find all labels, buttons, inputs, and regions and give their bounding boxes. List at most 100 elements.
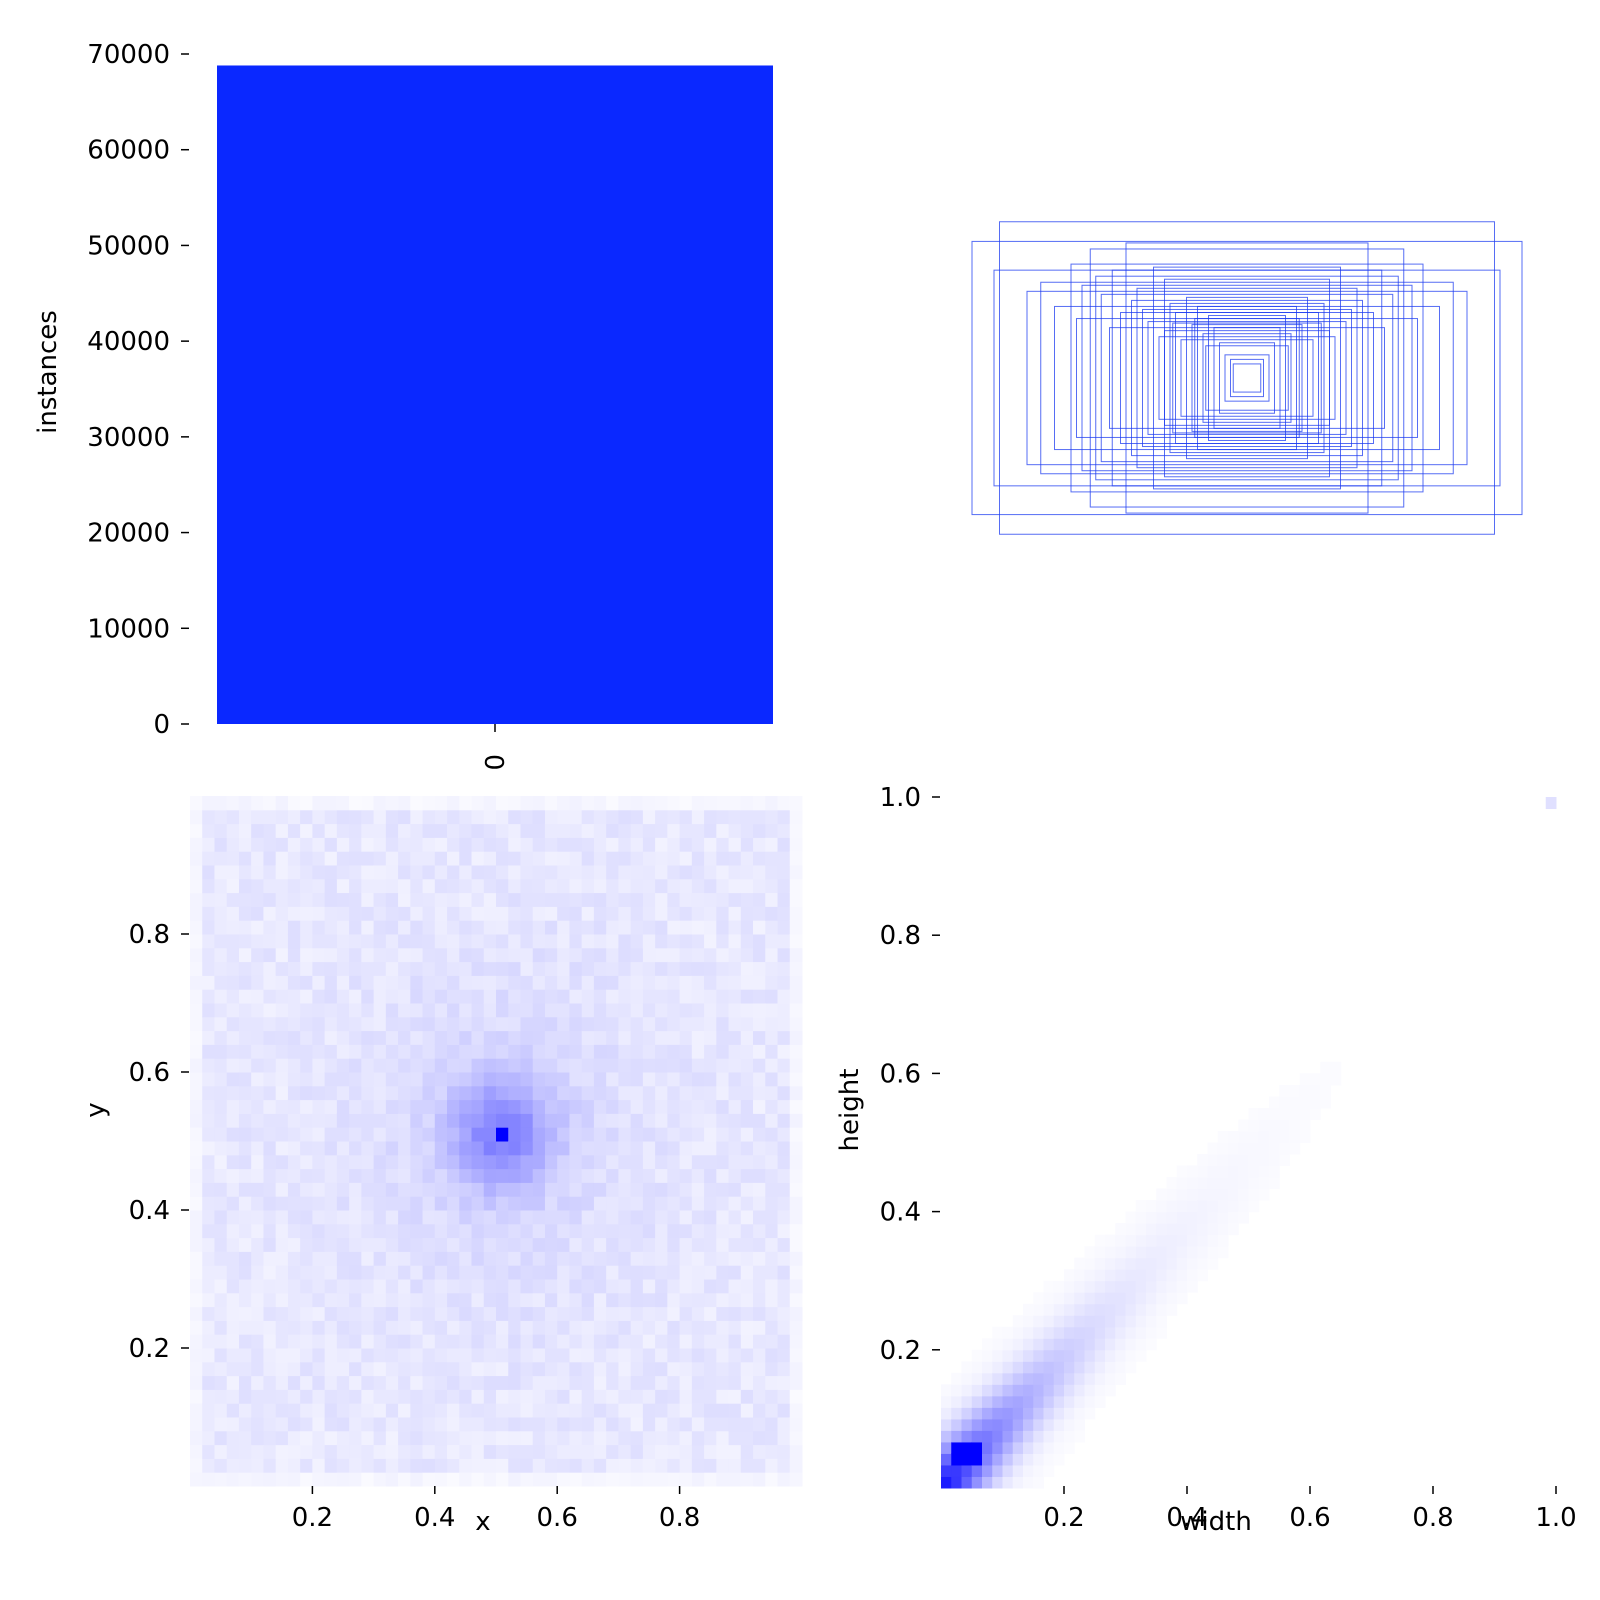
- heatmap-cell: [992, 1349, 1003, 1362]
- heatmap-cell: [765, 865, 779, 880]
- heatmap-cell: [740, 1251, 754, 1266]
- heatmap-cell: [349, 1223, 362, 1239]
- heatmap-cell: [593, 865, 607, 880]
- heatmap-cell: [765, 1279, 779, 1294]
- heatmap-cell: [618, 1003, 632, 1018]
- heatmap-cell: [1115, 1372, 1126, 1385]
- heatmap-cell: [777, 1444, 791, 1459]
- heatmap-cell: [618, 809, 632, 825]
- heatmap-cell: [398, 920, 411, 935]
- heatmap-cell: [753, 975, 766, 990]
- heatmap-cell: [483, 1044, 497, 1059]
- heatmap-cell: [349, 865, 362, 880]
- heatmap-cell: [971, 1384, 983, 1397]
- heatmap-cell: [496, 851, 509, 866]
- heatmap-cell: [520, 1196, 534, 1211]
- heatmap-cell: [287, 823, 301, 838]
- heatmap-cell: [618, 892, 632, 907]
- heatmap-cell: [655, 1306, 668, 1321]
- heatmap-cell: [777, 975, 791, 990]
- heatmap-cell: [569, 1251, 583, 1266]
- heatmap-cell: [630, 947, 644, 963]
- heatmap-cell: [728, 1113, 742, 1128]
- heatmap-cell: [532, 961, 546, 976]
- heatmap-cell: [753, 809, 766, 825]
- heatmap-cell: [349, 1417, 362, 1432]
- heatmap-cell: [324, 1058, 338, 1073]
- heatmap-cell: [251, 1348, 264, 1363]
- heatmap-cell: [398, 1196, 411, 1211]
- heatmap-cell: [398, 823, 411, 838]
- heatmap-cell: [434, 1113, 448, 1128]
- heatmap-cell: [361, 1361, 375, 1377]
- heatmap-cell: [312, 1403, 326, 1418]
- heatmap-cell: [532, 1361, 546, 1377]
- heatmap-cell: [581, 809, 595, 825]
- heatmap-cell: [667, 1016, 681, 1032]
- heatmap-cell: [520, 837, 534, 852]
- heatmap-cell: [606, 1141, 619, 1156]
- heatmap-cell: [447, 1016, 460, 1032]
- heatmap-cell: [214, 1141, 228, 1156]
- heatmap-cell: [1043, 1326, 1055, 1339]
- heatmap-cell: [716, 947, 730, 963]
- heatmap-cell: [740, 920, 754, 935]
- heatmap-cell: [483, 1292, 497, 1308]
- heatmap-cell: [336, 892, 350, 907]
- heatmap-cell: [740, 823, 754, 838]
- heatmap-cell: [1094, 1246, 1106, 1259]
- heatmap-cell: [324, 1141, 338, 1156]
- heatmap-cell: [336, 1223, 350, 1239]
- heatmap-cell: [447, 1044, 460, 1059]
- heatmap-cell: [740, 851, 754, 866]
- heatmap-cell: [765, 892, 779, 907]
- heatmap-cell: [532, 1044, 546, 1059]
- heatmap-cell: [1125, 1349, 1137, 1362]
- heatmap-cell: [471, 865, 485, 880]
- heatmap-cell: [238, 1223, 252, 1239]
- heatmap-cell: [520, 1444, 534, 1459]
- heatmap-cell: [630, 1265, 644, 1280]
- heatmap-cell: [691, 796, 705, 811]
- heatmap-cell: [679, 1375, 693, 1390]
- heatmap-cell: [483, 865, 497, 880]
- heatmap-cell: [789, 1210, 803, 1225]
- heatmap-cell: [312, 1348, 326, 1363]
- heatmap-cell: [263, 1306, 277, 1321]
- heatmap-cell: [251, 1430, 264, 1446]
- heatmap-cell: [618, 1127, 632, 1142]
- heatmap-cell: [483, 1003, 497, 1018]
- heatmap-cell: [679, 1348, 693, 1363]
- heatmap-cell: [483, 1085, 497, 1101]
- heatmap-cell: [520, 1168, 534, 1183]
- heatmap-cell: [312, 1430, 326, 1446]
- heatmap-cell: [618, 1403, 632, 1418]
- heatmap-cell: [789, 1030, 803, 1045]
- heatmap-cell: [238, 1458, 252, 1473]
- heatmap-cell: [1258, 1119, 1270, 1132]
- heatmap-cell: [1156, 1234, 1167, 1247]
- heatmap-cell: [447, 934, 460, 949]
- heatmap-cell: [214, 1334, 228, 1349]
- heatmap-cell: [361, 1003, 375, 1018]
- heatmap-cell: [704, 1361, 717, 1377]
- heatmap-cell: [581, 1334, 595, 1349]
- heatmap-cell: [1074, 1395, 1085, 1408]
- heatmap-cell: [361, 1085, 375, 1101]
- heatmap-cell: [655, 837, 668, 852]
- heatmap-cell: [410, 920, 424, 935]
- heatmap-cell: [238, 1389, 252, 1404]
- heatmap-cell: [214, 1251, 228, 1266]
- xy-y-axis-label: y: [81, 1102, 111, 1117]
- heatmap-cell: [630, 1444, 644, 1459]
- heatmap-cell: [606, 920, 619, 935]
- heatmap-cell: [716, 837, 730, 852]
- heatmap-cell: [1023, 1384, 1034, 1397]
- heatmap-cell: [287, 1375, 301, 1390]
- heatmap-cell: [1217, 1188, 1229, 1201]
- heatmap-cell: [202, 1417, 215, 1432]
- heatmap-cell: [300, 1127, 313, 1142]
- heatmap-cell: [434, 837, 448, 852]
- heatmap-cell: [202, 823, 215, 838]
- heatmap-cell: [655, 878, 668, 894]
